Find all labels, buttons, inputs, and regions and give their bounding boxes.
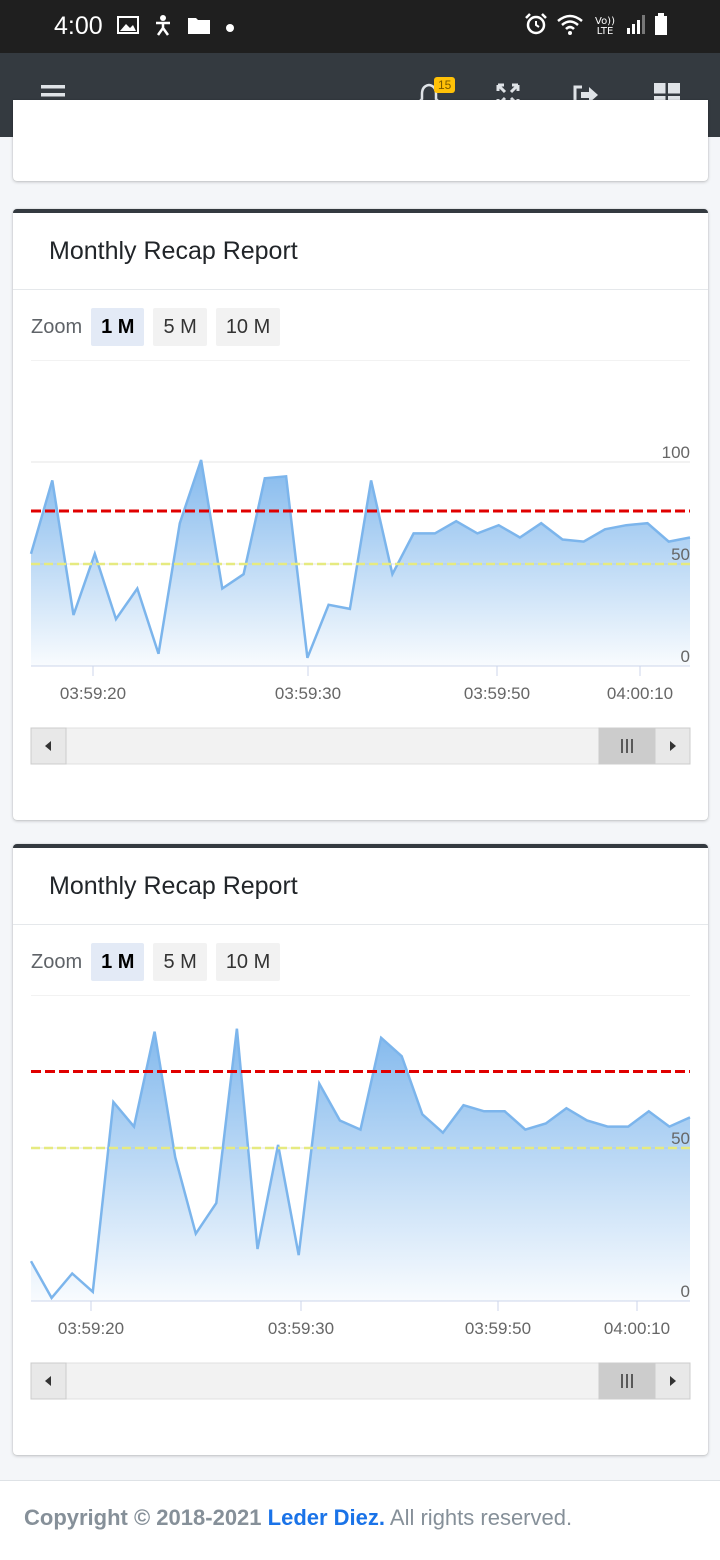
- accessibility-icon: [153, 14, 173, 40]
- area-series: [31, 1028, 690, 1301]
- notification-count-badge: 15: [434, 77, 456, 93]
- scroll-left-icon: [45, 741, 51, 751]
- y-tick-label: 50: [671, 1129, 690, 1148]
- zoom-5m-button[interactable]: 5 M: [153, 308, 207, 346]
- scrollbar-thumb: [598, 727, 656, 765]
- chart-scrollbar[interactable]: [30, 1362, 691, 1400]
- x-tick-label: 03:59:50: [465, 1319, 531, 1338]
- x-tick-label: 03:59:20: [58, 1319, 124, 1338]
- zoom-label: Zoom: [31, 950, 83, 973]
- y-tick-label: 50: [671, 545, 690, 564]
- card-title: Monthly Recap Report: [13, 213, 708, 290]
- zoom-1m-button[interactable]: 1 M: [91, 308, 145, 346]
- area-series-line: [29, 459, 691, 659]
- card-title: Monthly Recap Report: [13, 848, 708, 925]
- x-tick-label: 03:59:30: [275, 684, 341, 703]
- zoom-10m-button[interactable]: 10 M: [215, 308, 281, 346]
- folder-icon: [187, 15, 211, 39]
- area-chart: 03:59:20 03:59:30 03:59:50 04:00:10 100 50 0: [29, 360, 691, 765]
- status-time: 4:00: [54, 12, 103, 40]
- y-tick-label: 0: [681, 647, 690, 666]
- y-tick-label: 100: [662, 443, 690, 462]
- chart-scrollbar[interactable]: [30, 727, 691, 765]
- area-chart: 03:59:20 03:59:30 03:59:50 04:00:10 50 0: [29, 995, 691, 1400]
- scroll-left-icon: [45, 1376, 51, 1386]
- rights-text: All rights reserved.: [385, 1505, 573, 1530]
- area-series-line: [29, 1028, 691, 1301]
- scroll-right-icon: [670, 741, 676, 751]
- wifi-icon: [556, 12, 584, 41]
- x-tick-label: 04:00:10: [607, 684, 673, 703]
- scrollbar-track: [30, 1362, 691, 1400]
- lte-indicator: Vo)) LTE: [595, 15, 615, 37]
- chart-card-2: Monthly Recap Report Zoom 1 M 5 M 10 M 0…: [13, 844, 708, 1455]
- zoom-5m-button[interactable]: 5 M: [153, 943, 207, 981]
- battery-icon: [654, 12, 668, 41]
- status-bar: 4:00 Vo)) LTE: [0, 0, 720, 53]
- x-tick-label: 03:59:30: [268, 1319, 334, 1338]
- previous-card: [13, 100, 708, 181]
- x-tick-label: 04:00:10: [604, 1319, 670, 1338]
- scrollbar-track: [30, 727, 691, 765]
- alarm-icon: [524, 12, 548, 41]
- x-tick-label: 03:59:20: [60, 684, 126, 703]
- copyright-text: Copyright © 2018-2021: [24, 1505, 268, 1530]
- scroll-right-icon: [670, 1376, 676, 1386]
- x-tick-label: 03:59:50: [464, 684, 530, 703]
- notifications-button[interactable]: 15: [415, 53, 462, 137]
- gallery-icon: [116, 15, 139, 39]
- y-tick-label: 0: [681, 1282, 690, 1301]
- page-footer: Copyright © 2018-2021 Leder Diez. All ri…: [0, 1480, 720, 1560]
- zoom-controls: Zoom 1 M 5 M 10 M: [31, 943, 281, 981]
- brand-link[interactable]: Leder Diez.: [267, 1505, 386, 1530]
- chart-card-1: Monthly Recap Report Zoom 1 M 5 M 10 M 0…: [13, 209, 708, 820]
- zoom-label: Zoom: [31, 315, 83, 338]
- dot-icon: [225, 17, 235, 37]
- zoom-controls: Zoom 1 M 5 M 10 M: [31, 308, 281, 346]
- zoom-1m-button[interactable]: 1 M: [91, 943, 145, 981]
- signal-icon: [626, 13, 646, 40]
- zoom-10m-button[interactable]: 10 M: [215, 943, 281, 981]
